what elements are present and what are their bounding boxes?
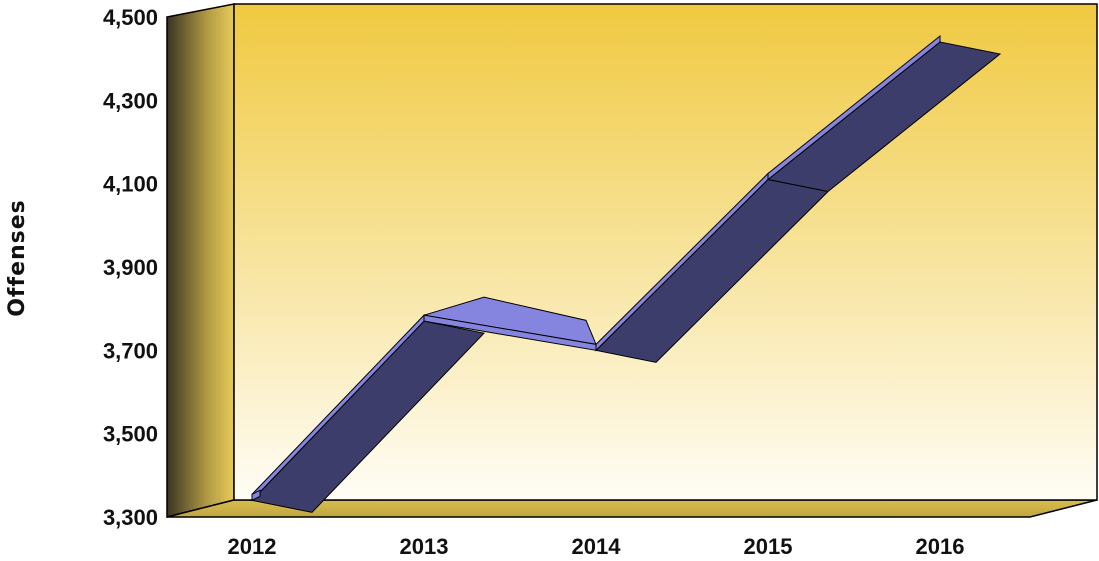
x-axis-ticks: 2012 2013 2014 2015 2016 — [228, 534, 965, 559]
x-tick-label: 2014 — [572, 534, 622, 559]
x-tick-label: 2016 — [916, 534, 965, 559]
y-tick-label: 4,100 — [103, 172, 158, 197]
y-axis-label: Offenses — [5, 199, 30, 317]
x-tick-label: 2015 — [744, 534, 793, 559]
y-tick-label: 3,900 — [103, 255, 158, 280]
y-tick-label: 4,500 — [103, 5, 158, 30]
data-series-ribbon — [251, 34, 1002, 513]
x-tick-label: 2012 — [228, 534, 277, 559]
y-tick-label: 3,300 — [103, 505, 158, 530]
y-tick-label: 3,700 — [103, 338, 158, 363]
y-axis-ticks: 3,300 3,500 3,700 3,900 4,100 4,300 4,500 — [103, 5, 158, 530]
ribbon-edge — [767, 34, 941, 181]
y-tick-label: 3,500 — [103, 422, 158, 447]
x-tick-label: 2013 — [400, 534, 449, 559]
left-wall — [166, 3, 235, 518]
y-tick-label: 4,300 — [103, 88, 158, 113]
ribbon-start-cap — [251, 489, 261, 502]
